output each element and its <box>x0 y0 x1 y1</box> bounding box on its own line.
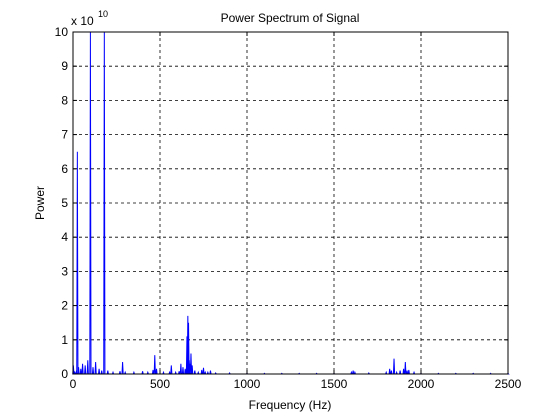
data-layer <box>72 31 510 375</box>
y-tick-label: 5 <box>61 196 68 210</box>
y-tick-label: 4 <box>61 230 68 244</box>
x-tick-label: 2500 <box>495 377 522 391</box>
y-tick-label: 2 <box>61 299 68 313</box>
x-tick-label: 2000 <box>408 377 435 391</box>
y-tick-label: 6 <box>61 162 68 176</box>
x-axis-label: Frequency (Hz) <box>249 398 332 412</box>
y-multiplier-base: x 10 <box>71 14 94 28</box>
chart-title: Power Spectrum of Signal <box>221 11 360 25</box>
y-multiplier-exponent: 10 <box>98 9 108 19</box>
x-tick-label: 0 <box>70 377 77 391</box>
spectrum-line <box>72 31 510 375</box>
y-tick-label: 10 <box>55 25 69 39</box>
x-tick-label: 1000 <box>234 377 261 391</box>
y-tick-label: 7 <box>61 128 68 142</box>
tick-layer: 0 500 1000 1500 2000 2500 0 1 2 3 4 5 6 7 8 9 10 <box>55 25 522 391</box>
y-tick-label: 8 <box>61 93 68 107</box>
x-tick-label: 1500 <box>321 377 348 391</box>
grid-layer <box>73 32 508 374</box>
y-tick-label: 1 <box>61 333 68 347</box>
y-tick-label: 9 <box>61 59 68 73</box>
y-tick-label: 0 <box>61 367 68 381</box>
y-tick-label: 3 <box>61 264 68 278</box>
x-tick-label: 500 <box>150 377 170 391</box>
y-axis-label: Power <box>33 186 47 220</box>
